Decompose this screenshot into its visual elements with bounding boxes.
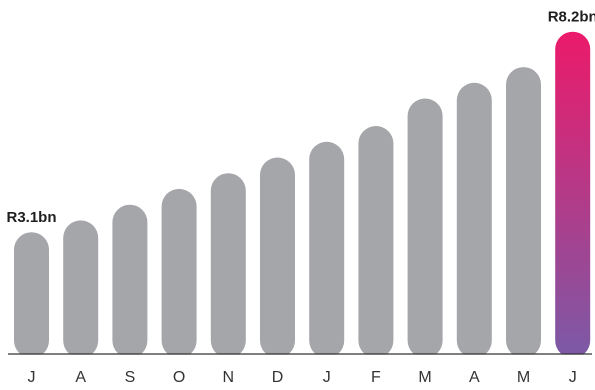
x-tick-label: M bbox=[418, 369, 431, 386]
x-tick-label: N bbox=[223, 369, 235, 386]
bar bbox=[210, 173, 246, 358]
x-tick-label: J bbox=[323, 369, 331, 386]
x-tick-label: A bbox=[75, 369, 86, 386]
bar bbox=[112, 204, 148, 358]
x-tick-label: M bbox=[517, 369, 530, 386]
x-tick-label: A bbox=[469, 369, 480, 386]
data-label: R3.1bn bbox=[6, 209, 56, 226]
bar bbox=[309, 141, 345, 358]
x-tick-label: J bbox=[569, 369, 577, 386]
baseline-mask bbox=[0, 354, 595, 365]
x-tick-label: O bbox=[173, 369, 185, 386]
x-tick-label: S bbox=[125, 369, 136, 386]
x-tick-label: J bbox=[28, 369, 36, 386]
bar bbox=[506, 67, 541, 358]
bar bbox=[161, 188, 197, 358]
bars-group bbox=[0, 31, 595, 365]
bar bbox=[14, 232, 49, 358]
bar bbox=[456, 82, 492, 359]
x-tick-label: F bbox=[371, 369, 381, 386]
bar-highlight bbox=[555, 31, 591, 358]
x-tick-label: D bbox=[272, 369, 284, 386]
bar bbox=[63, 220, 99, 358]
bar bbox=[407, 98, 443, 358]
bar bbox=[358, 126, 394, 358]
data-label: R8.2bn bbox=[548, 9, 595, 26]
bar bbox=[260, 157, 295, 358]
data-labels-group: R3.1bn R8.2bn bbox=[6, 9, 595, 226]
